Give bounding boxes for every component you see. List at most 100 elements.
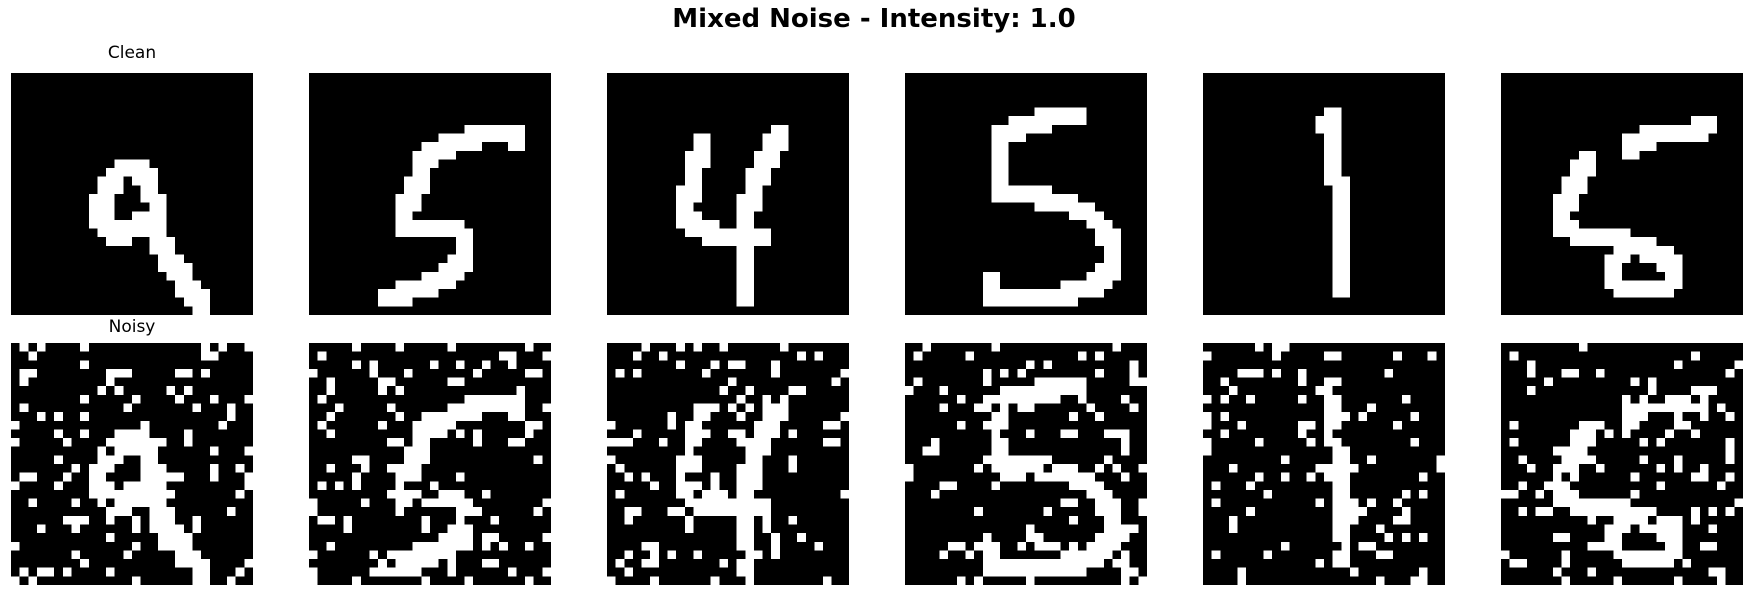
- pixel: [140, 498, 150, 508]
- pixel: [157, 254, 167, 264]
- pixel: [464, 403, 474, 413]
- digit-4-raster: [607, 73, 849, 315]
- pixel: [542, 403, 551, 413]
- pixel: [753, 438, 763, 447]
- pixel: [719, 237, 728, 246]
- pixel: [97, 481, 107, 490]
- pixel: [473, 429, 482, 439]
- pixel: [140, 464, 150, 473]
- pixel: [1324, 429, 1333, 439]
- pixel: [183, 386, 193, 395]
- pixel: [404, 550, 413, 560]
- pixel: [1026, 360, 1035, 369]
- pixel: [1673, 403, 1683, 413]
- pixel: [1639, 142, 1648, 151]
- pixel: [1324, 116, 1333, 125]
- pixel: [404, 489, 413, 499]
- pixel: [1665, 289, 1674, 298]
- pixel: [676, 211, 685, 220]
- pixel: [140, 228, 150, 238]
- pixel: [779, 403, 789, 413]
- pixel: [1272, 368, 1281, 378]
- pixel: [412, 219, 422, 229]
- pixel: [132, 159, 141, 169]
- pixel: [1622, 559, 1631, 568]
- pixel: [1043, 472, 1052, 482]
- pixel: [745, 185, 754, 194]
- pixel: [719, 507, 728, 516]
- pixel: [1000, 368, 1009, 378]
- pixel: [1682, 559, 1692, 568]
- pixel: [19, 368, 29, 378]
- pixel: [71, 464, 81, 473]
- pixel: [404, 297, 413, 307]
- pixel: [1341, 219, 1350, 229]
- pixel: [80, 429, 89, 439]
- pixel: [1026, 124, 1035, 134]
- pixel: [106, 185, 115, 194]
- pixel: [1725, 455, 1735, 464]
- pixel: [693, 507, 703, 516]
- pixel: [1647, 386, 1657, 395]
- pixel: [1570, 507, 1579, 516]
- pixel: [1069, 377, 1078, 387]
- pixel: [1069, 116, 1078, 125]
- pixel: [464, 533, 474, 542]
- pixel: [1000, 159, 1009, 169]
- pixel: [1324, 386, 1333, 395]
- pixel: [106, 533, 115, 542]
- pixel: [1604, 237, 1614, 246]
- pixel: [157, 202, 167, 212]
- pixel: [455, 489, 465, 499]
- pixel: [991, 297, 1001, 307]
- pixel: [473, 412, 482, 421]
- pixel: [114, 455, 124, 464]
- pixel: [1673, 412, 1683, 421]
- pixel: [464, 124, 474, 134]
- pixel: [455, 412, 465, 421]
- digit-1-raster: [1203, 343, 1445, 585]
- pixel: [525, 576, 534, 585]
- pixel: [395, 498, 405, 508]
- pixel: [1578, 455, 1588, 464]
- pixel: [753, 550, 763, 560]
- pixel: [693, 219, 703, 229]
- pixel: [1051, 559, 1061, 568]
- pixel: [702, 159, 711, 169]
- pixel: [97, 498, 107, 508]
- pixel: [516, 394, 526, 404]
- pixel: [1578, 159, 1588, 169]
- pixel: [447, 489, 456, 499]
- pixel: [1647, 559, 1657, 568]
- pixel: [1043, 455, 1052, 464]
- pixel: [28, 368, 37, 378]
- pixel: [658, 351, 668, 361]
- pixel: [1647, 237, 1657, 246]
- pixel: [1639, 254, 1648, 264]
- pixel: [1008, 394, 1018, 404]
- pixel: [404, 446, 413, 456]
- pixel: [235, 464, 245, 473]
- pixel: [499, 124, 508, 134]
- pixel: [235, 489, 245, 499]
- pixel: [1639, 124, 1648, 134]
- pixel: [1332, 202, 1342, 212]
- pixel: [175, 254, 184, 264]
- pixel: [1324, 124, 1333, 134]
- pixel: [1103, 550, 1113, 560]
- pixel: [132, 541, 141, 551]
- pixel: [201, 368, 210, 378]
- pixel: [1578, 429, 1588, 439]
- pixel: [481, 360, 491, 369]
- pixel: [728, 360, 737, 369]
- pixel: [982, 541, 992, 551]
- pixel: [1349, 507, 1359, 516]
- pixel: [762, 420, 772, 430]
- pixel: [1375, 524, 1385, 534]
- pixel: [1561, 446, 1571, 456]
- pixel: [1587, 567, 1597, 577]
- pixel: [412, 438, 422, 447]
- pixel: [1578, 185, 1588, 194]
- pixel: [771, 124, 780, 134]
- pixel: [209, 394, 219, 404]
